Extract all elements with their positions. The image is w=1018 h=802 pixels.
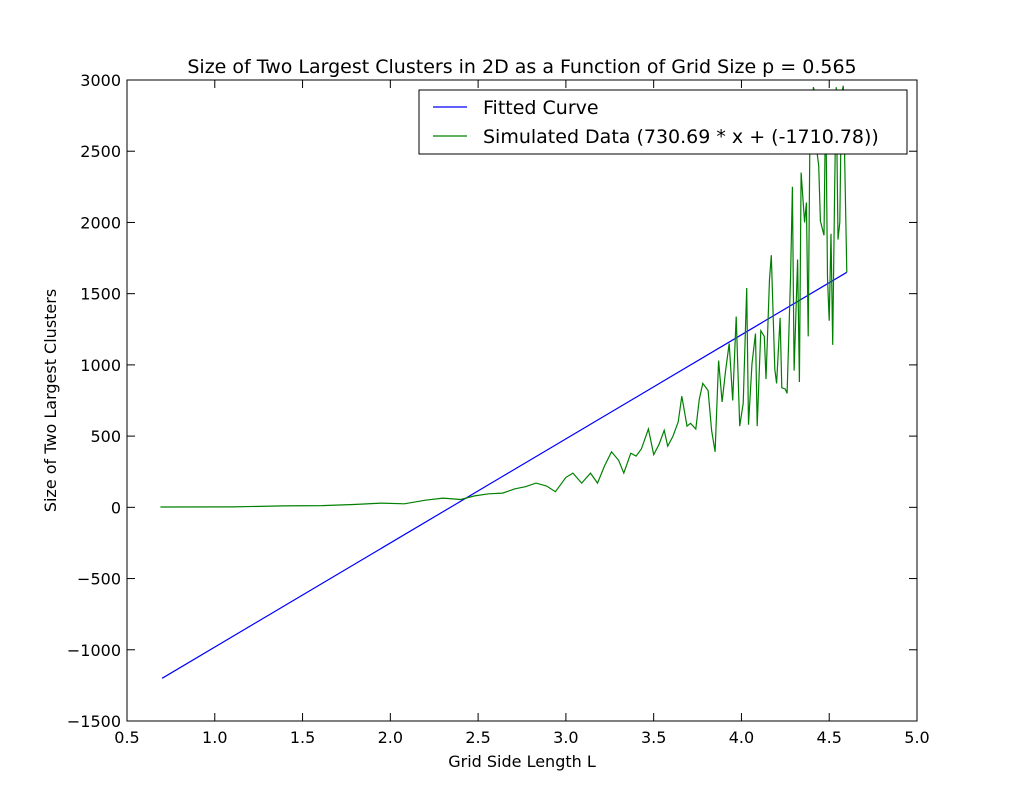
plot-frame (126, 79, 918, 722)
y-tick-label: −500 (77, 570, 121, 589)
x-tick-label: 4.5 (816, 728, 841, 747)
y-tick-label: 3000 (80, 71, 121, 90)
legend-box (418, 89, 908, 155)
x-tick-label: 3.0 (553, 728, 578, 747)
series-line-0 (161, 271, 848, 679)
x-axis-label: Grid Side Length L (448, 752, 596, 771)
legend-label: Fitted Curve (483, 97, 599, 119)
x-axis: 0.5 1.0 1.5 2.0 2.5 3.0 3.5 4.0 4.5 5.0 (114, 80, 930, 747)
y-tick-label: 1000 (80, 356, 121, 375)
x-tick-label: 3.5 (641, 728, 666, 747)
x-tick-label: 4.0 (729, 728, 754, 747)
y-tick-label: 2000 (80, 213, 121, 232)
y-tick-label: 1500 (80, 285, 121, 304)
y-tick-label: 0 (111, 498, 121, 517)
legend: Fitted Curve Simulated Data (730.69 * x +… (418, 89, 908, 155)
x-tick-label: 1.0 (202, 728, 227, 747)
y-tick-label: −1500 (67, 712, 121, 731)
x-tick-label: 2.5 (465, 728, 490, 747)
x-tick-label: 0.5 (114, 728, 139, 747)
x-tick-label: 2.0 (378, 728, 403, 747)
chart-title: Size of Two Largest Clusters in 2D as a … (187, 56, 856, 78)
plot-area (160, 85, 848, 679)
x-tick-label: 1.5 (290, 728, 315, 747)
y-axis: −1500 −1000 −500 0 500 1000 1500 2000 2500 3000 (67, 71, 917, 731)
x-tick-label: 5.0 (904, 728, 929, 747)
y-axis-label: Size of Two Largest Clusters (41, 289, 60, 512)
y-tick-label: 500 (90, 427, 121, 446)
y-tick-label: 2500 (80, 142, 121, 161)
y-tick-label: −1000 (67, 641, 121, 660)
legend-label: Simulated Data (730.69 * x + (-1710.78)) (483, 126, 879, 148)
